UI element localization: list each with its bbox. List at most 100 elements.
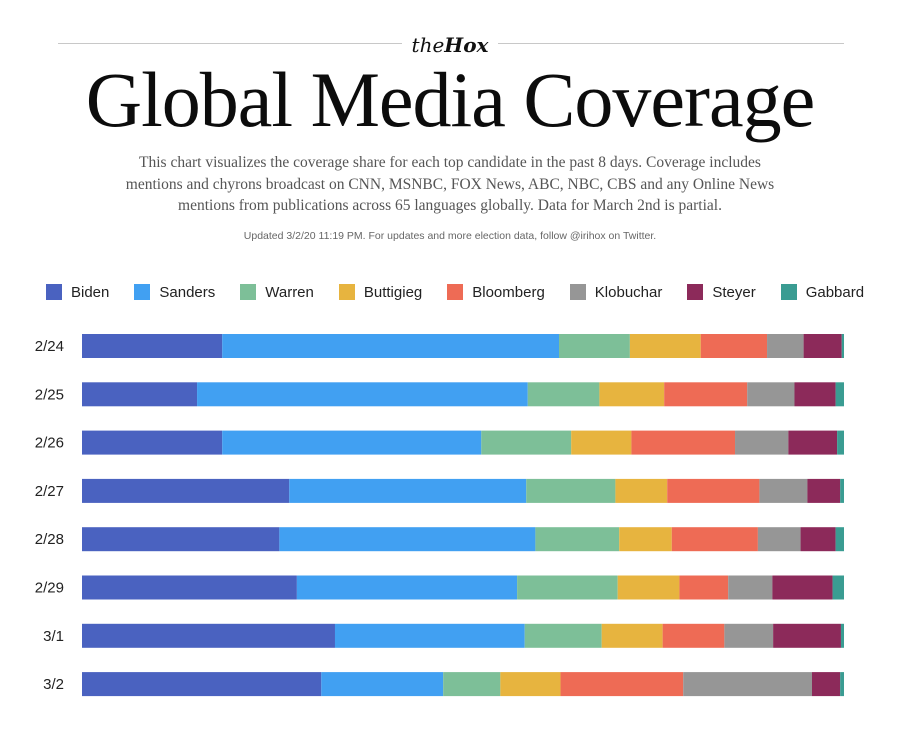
bar-segment-sanders-2-27 [289,478,527,503]
legend-item-warren: Warren [240,284,314,301]
bar-segment-gabbard-2-27 [840,478,844,503]
page-title: Global Media Coverage [85,56,815,143]
legend-swatch [569,284,586,300]
legend-swatch [46,284,62,300]
bar-segment-steyer-3-1 [773,623,841,648]
bar-segment-steyer-2-27 [807,478,841,503]
legend-swatch [134,284,151,300]
bar-segment-sanders-2-28 [279,527,536,552]
bar-segment-gabbard-2-26 [837,430,844,455]
row-label: 3/2 [43,676,64,693]
bar-segment-biden-2-28 [82,527,280,552]
bar-segment-steyer-2-24 [803,334,842,358]
bar-segment-buttigieg-3-2 [500,672,561,697]
legend-item-gabbard: Gabbard [780,283,865,301]
legend-label: Steyer [712,283,756,301]
legend-item-bloomberg: Bloomberg [447,284,545,301]
legend-item-buttigieg: Buttigieg [338,283,423,301]
bar-segment-steyer-3-2 [812,672,841,697]
bar-segment-gabbard-2-29 [832,575,844,600]
row-label: 2/27 [35,483,64,500]
bar-segment-gabbard-2-28 [835,527,844,552]
bar-segment-buttigieg-2-26 [571,430,632,455]
row-label: 3/1 [43,628,64,645]
bar-segment-sanders-2-29 [296,575,518,600]
bar-segment-bloomberg-2-24 [700,334,768,358]
bar-segment-bloomberg-2-29 [679,575,729,600]
chart-description: This chart visualizes the coverage share… [125,154,775,214]
bar-segment-steyer-2-26 [788,430,838,455]
legend-item-klobuchar: Klobuchar [569,283,663,301]
bar-segment-buttigieg-2-27 [615,478,668,503]
bar-segment-buttigieg-2-28 [619,527,672,552]
bar-segment-biden-3-1 [82,623,335,648]
bar-segment-klobuchar-2-29 [728,575,773,600]
bar-segment-biden-3-2 [82,672,322,697]
legend-label: Bloomberg [472,283,545,301]
bar-segment-biden-2-26 [82,430,223,455]
legend-label: Biden [71,283,110,301]
legend-label: Warren [265,283,314,301]
bar-segment-gabbard-2-24 [841,334,844,358]
bar-segment-klobuchar-3-2 [683,672,812,697]
brand-hox: Hox [444,33,489,57]
bar-segment-warren-2-29 [517,575,618,600]
chart-legend: Biden Sanders Warren Buttigieg Bloomberg Klob… [46,282,889,302]
bar-segment-warren-2-24 [559,334,630,358]
brand-the: the [411,33,445,57]
bar-segment-klobuchar-2-25 [747,382,795,407]
bar-segment-klobuchar-3-1 [724,623,774,648]
bar-segment-bloomberg-2-28 [671,527,758,552]
bar-segment-bloomberg-3-2 [560,672,684,697]
bar-segment-buttigieg-2-24 [629,334,701,358]
bar-segment-steyer-2-28 [800,527,836,552]
bar-segment-warren-3-2 [443,672,501,697]
bar-segment-klobuchar-2-27 [759,478,808,503]
legend-swatch [338,284,355,300]
bar-segment-warren-2-28 [535,527,620,552]
legend-swatch [687,284,704,300]
bar-segment-klobuchar-2-24 [767,334,804,358]
bar-segment-klobuchar-2-26 [735,430,789,455]
brand-logo: theHox [0,33,900,57]
bar-segment-warren-2-27 [526,478,616,503]
legend-item-steyer: Steyer [687,283,756,301]
bar-segment-warren-2-25 [527,382,600,407]
bar-segment-gabbard-2-25 [835,382,844,407]
row-label: 2/28 [35,531,64,548]
legend-swatch [780,284,797,300]
legend-label: Sanders [159,283,216,301]
bar-segment-warren-2-26 [481,430,572,455]
legend-label: Gabbard [805,283,865,301]
bar-segment-gabbard-3-2 [840,672,844,697]
legend-swatch [447,284,464,300]
row-label: 2/24 [35,338,64,355]
bar-segment-bloomberg-2-26 [631,430,736,455]
bar-segment-warren-3-1 [524,623,602,648]
legend-swatch [240,284,257,300]
bar-segment-buttigieg-2-25 [599,382,665,407]
bar-segment-buttigieg-2-29 [617,575,680,600]
bar-segment-sanders-2-25 [197,382,528,407]
bar-segment-bloomberg-2-25 [664,382,748,407]
legend-label: Buttigieg [363,283,423,301]
bar-segment-bloomberg-3-1 [662,623,725,648]
legend-item-sanders: Sanders [134,284,215,301]
bar-segment-biden-2-27 [82,478,290,503]
bar-segment-sanders-2-24 [222,334,560,358]
row-label: 2/29 [35,580,64,597]
bar-segment-biden-2-24 [82,334,223,358]
legend-label: Klobuchar [594,283,663,301]
updated-note: Updated 3/2/20 11:19 PM. For updates and… [243,230,657,242]
bar-segment-klobuchar-2-28 [757,527,801,552]
bar-segment-sanders-3-2 [321,672,444,697]
bar-segment-steyer-2-25 [794,382,836,407]
row-label: 2/25 [35,386,64,403]
bar-segment-biden-2-29 [82,575,297,600]
bar-segment-gabbard-3-1 [840,623,844,648]
row-label: 2/26 [35,435,64,452]
bar-segment-steyer-2-29 [772,575,833,600]
bar-segment-sanders-2-26 [222,430,482,455]
legend-item-biden: Biden [46,284,109,301]
